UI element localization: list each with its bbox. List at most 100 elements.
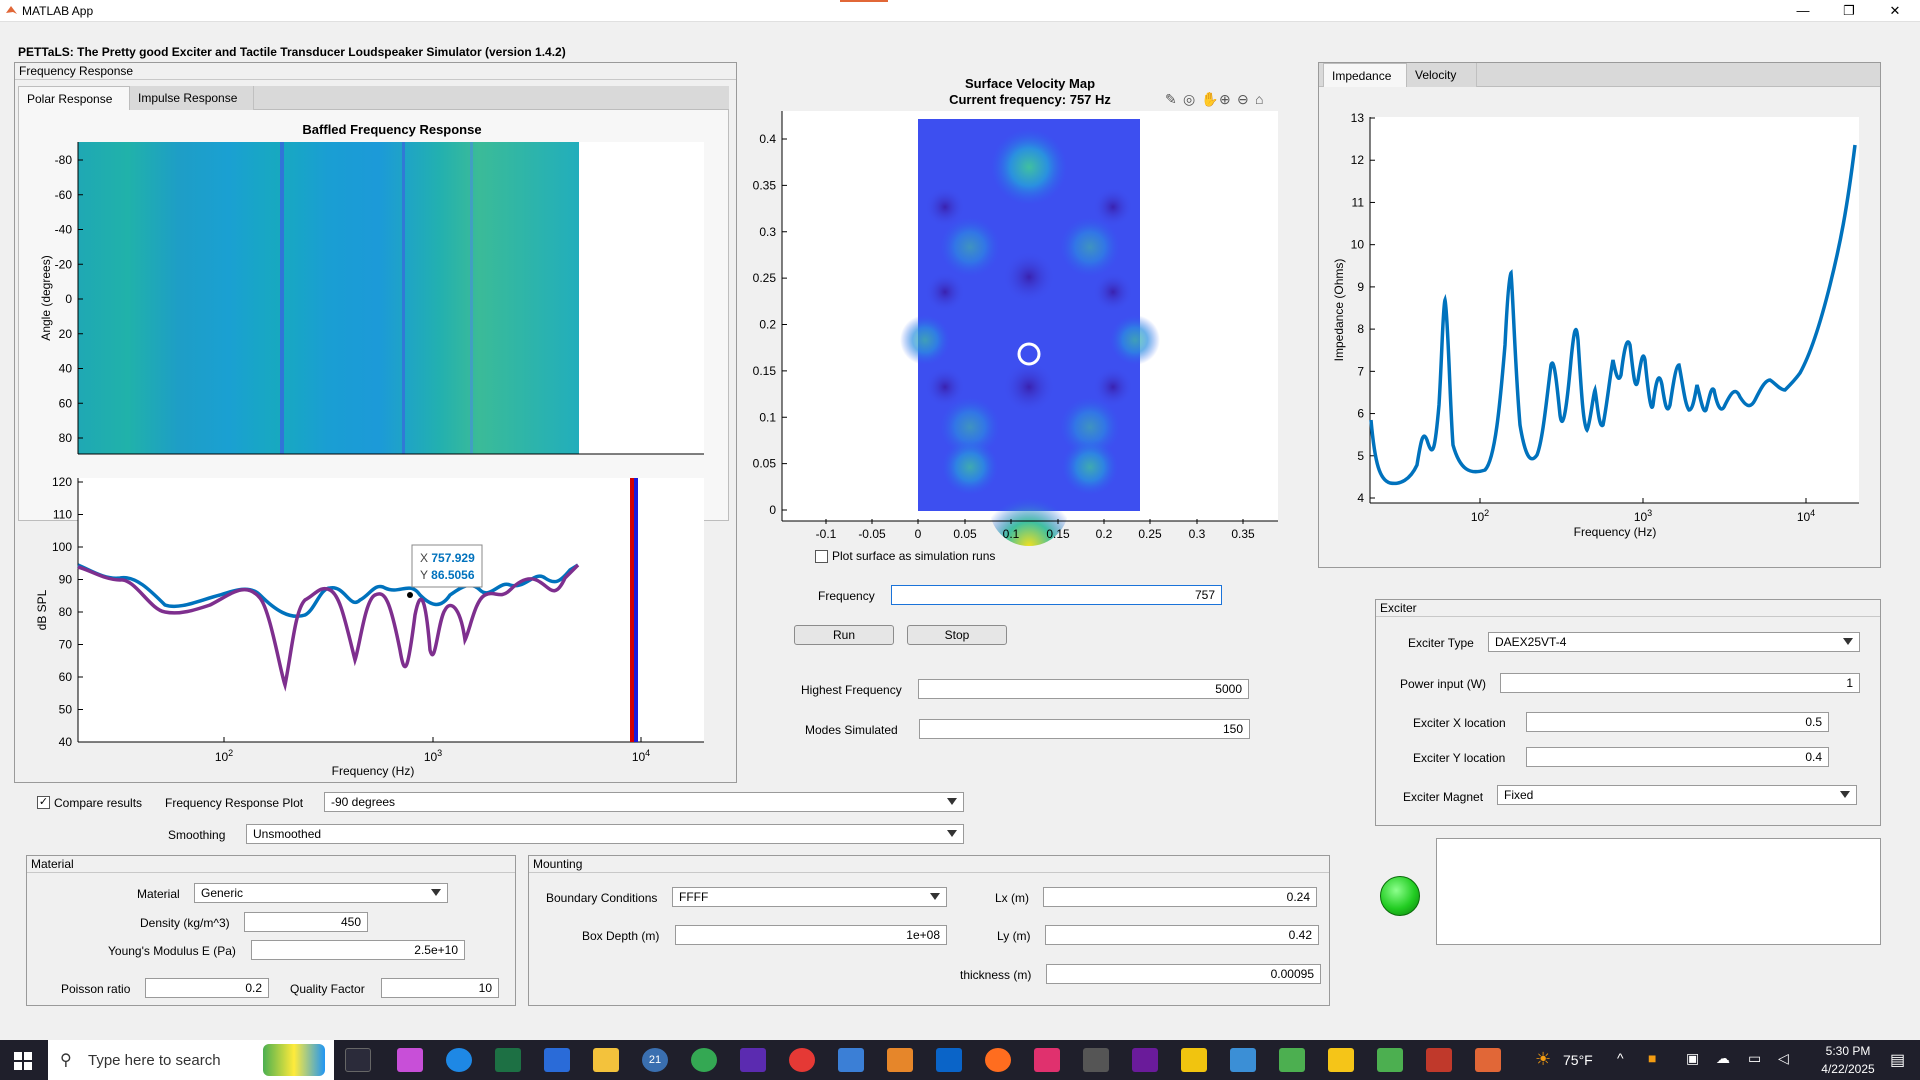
youngs-modulus-label: Young's Modulus E (Pa) [108,944,236,958]
clock-date[interactable]: 4/22/2025 [1821,1062,1875,1076]
app-icon[interactable] [740,1048,766,1072]
monitor-icon[interactable] [1230,1048,1256,1072]
copilot-icon[interactable] [397,1048,423,1072]
box-depth-field[interactable]: 1e+08 [675,925,947,945]
poisson-ratio-field[interactable]: 0.2 [145,978,269,998]
boundary-conditions-dropdown[interactable]: FFFF [672,887,947,907]
material-dropdown[interactable]: Generic [194,883,448,903]
polar-dip-line [402,142,405,454]
window-app-icon[interactable] [838,1048,864,1072]
smoothing-dropdown[interactable]: Unsmoothed [246,824,964,844]
rew-icon[interactable] [1132,1048,1158,1072]
clock-time[interactable]: 5:30 PM [1825,1044,1871,1058]
app-title: PETTaLS: The Pretty good Exciter and Tac… [18,45,566,59]
green-app-icon-2[interactable] [1377,1048,1403,1072]
exciter-x-field[interactable]: 0.5 [1526,712,1829,732]
x-tick-exponent: 3 [437,748,442,758]
chrome-icon[interactable] [691,1048,717,1072]
app-icon-3[interactable] [1083,1048,1109,1072]
y-tick-label: 0.2 [759,318,776,332]
freq-plot-dropdown[interactable]: -90 degrees [324,792,964,812]
plot-surface-checkbox[interactable] [815,550,828,563]
panel-titlebar [15,63,736,80]
tab-impulse-response[interactable]: Impulse Response [130,86,254,110]
matlab-taskbar-icon[interactable] [1475,1048,1501,1072]
chevron-up-icon[interactable]: ^ [1617,1050,1624,1066]
youngs-modulus-field[interactable]: 2.5e+10 [251,940,465,960]
calendar-badge-icon[interactable]: 21 [642,1048,668,1072]
search-placeholder: Type here to search [88,1052,221,1069]
outlook-icon[interactable] [936,1048,962,1072]
ly-field[interactable]: 0.42 [1045,925,1319,945]
highest-frequency-input[interactable]: 5000 [918,679,1249,699]
network-icon[interactable]: ▭ [1748,1050,1762,1066]
app-icon-2[interactable] [1034,1048,1060,1072]
modes-simulated-input[interactable]: 150 [919,719,1250,739]
tray-icon[interactable]: ▣ [1686,1050,1700,1066]
pdf-reader-icon[interactable] [789,1048,815,1072]
zoom-in-icon[interactable]: ⊕ [1219,91,1231,107]
exciter-type-label: Exciter Type [1408,636,1474,650]
task-view-icon[interactable] [345,1048,371,1072]
power-input-field[interactable]: 1 [1500,673,1860,693]
y-tick-label: 20 [59,327,73,341]
frequency-input[interactable]: 757 [891,585,1222,605]
media-player-icon[interactable] [887,1048,913,1072]
check-app-icon[interactable] [1328,1048,1354,1072]
rotate-icon[interactable]: ◎ [1183,91,1195,107]
density-field[interactable]: 450 [244,912,368,932]
file-explorer-icon[interactable] [593,1048,619,1072]
minimize-button[interactable]: — [1796,3,1810,18]
chevron-down-icon [1840,791,1850,798]
tab-polar-response[interactable]: Polar Response [18,86,130,110]
tab-impedance[interactable]: Impedance [1323,63,1407,87]
excel-icon[interactable] [495,1048,521,1072]
windows-start-icon[interactable] [14,1052,32,1070]
tab-velocity[interactable]: Velocity [1407,63,1477,87]
store-icon[interactable] [544,1048,570,1072]
green-app-icon[interactable] [1279,1048,1305,1072]
brush-icon[interactable]: ✎ [1165,91,1177,107]
y-tick-label: 70 [59,638,73,652]
y-tick-label: 120 [52,475,72,489]
exciter-y-field[interactable]: 0.4 [1526,747,1829,767]
compare-results-label: Compare results [54,796,143,810]
bolt-icon[interactable] [1181,1048,1207,1072]
datatip-marker[interactable] [407,592,413,598]
compare-results-checkbox[interactable]: ✓ [37,796,50,809]
firefox-icon[interactable] [985,1048,1011,1072]
spl-ylabel: dB SPL [35,589,49,630]
notification-icon[interactable]: ▤ [1890,1052,1906,1069]
pan-hand-icon[interactable]: ✋ [1201,91,1218,107]
exciter-type-dropdown[interactable]: DAEX25VT-4 [1488,632,1860,652]
datatip-x-label: X [420,551,428,565]
edge-icon[interactable] [446,1048,472,1072]
ly-label: Ly (m) [997,929,1031,943]
run-button[interactable]: Run [794,625,894,645]
zoom-out-icon[interactable]: ⊖ [1237,91,1249,107]
stop-button[interactable]: Stop [907,625,1007,645]
quality-factor-field[interactable]: 10 [381,978,499,998]
close-button[interactable]: ✕ [1889,3,1901,18]
weather-temp[interactable]: 75°F [1563,1052,1593,1068]
y-tick-label: 80 [59,605,73,619]
y-tick-label: 0.3 [759,225,776,239]
tray-app-icon[interactable]: ■ [1648,1050,1657,1066]
home-icon[interactable]: ⌂ [1255,91,1263,107]
lx-field[interactable]: 0.24 [1043,887,1317,907]
restore-button[interactable]: ❐ [1843,3,1855,18]
thickness-field[interactable]: 0.00095 [1046,964,1321,984]
y-tick-label: 6 [1357,407,1364,421]
cloud-icon[interactable]: ☁ [1716,1050,1730,1066]
panel-titlebar [1376,600,1880,617]
datatip-x-value: 757.929 [431,551,475,565]
y-tick-label: -80 [55,153,73,167]
polar-y-ticks: -80 -60 -40 -20 0 20 40 60 80 [55,153,83,445]
volume-icon[interactable]: ◁ [1778,1050,1789,1066]
velocity-map-subtitle: Current frequency: 757 Hz [949,92,1111,107]
datatip[interactable]: X 757.929 Y 86.5056 [411,544,483,588]
chart-app-icon[interactable] [1426,1048,1452,1072]
taskbar-search[interactable]: ⚲ Type here to search [48,1040,334,1080]
exciter-magnet-dropdown[interactable]: Fixed [1497,785,1857,805]
datatip-y-label: Y [420,568,428,582]
